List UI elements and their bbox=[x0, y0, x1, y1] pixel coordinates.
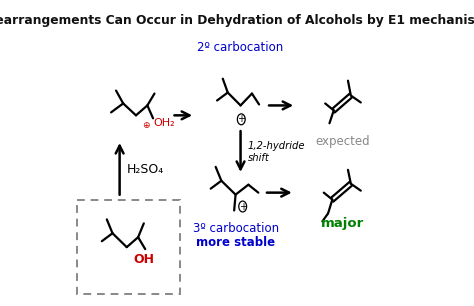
Text: H₂SO₄: H₂SO₄ bbox=[127, 163, 164, 176]
Text: more stable: more stable bbox=[196, 236, 275, 249]
Text: OH: OH bbox=[133, 253, 155, 266]
Text: +: + bbox=[237, 114, 245, 124]
FancyBboxPatch shape bbox=[77, 200, 180, 294]
Text: ⊕: ⊕ bbox=[142, 121, 149, 130]
Text: 2º carbocation: 2º carbocation bbox=[198, 41, 283, 54]
Text: 1,2-hydride
shift: 1,2-hydride shift bbox=[248, 141, 305, 163]
Text: OH₂: OH₂ bbox=[153, 118, 175, 128]
Text: major: major bbox=[320, 217, 364, 230]
Text: expected: expected bbox=[315, 135, 370, 148]
Text: Rearrangements Can Occur in Dehydration of Alcohols by E1 mechanism: Rearrangements Can Occur in Dehydration … bbox=[0, 14, 474, 27]
Text: 3º carbocation: 3º carbocation bbox=[192, 222, 279, 235]
Text: +: + bbox=[239, 202, 246, 211]
